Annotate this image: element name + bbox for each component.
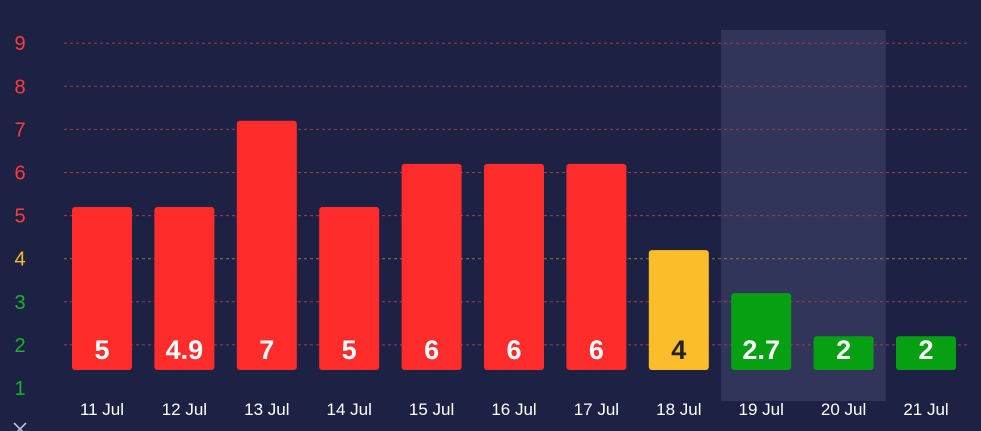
bar-value-label: 6	[424, 335, 439, 365]
x-tick-label: 13 Jul	[244, 400, 289, 419]
y-tick-label: 4	[14, 249, 25, 271]
y-tick-label: 5	[14, 206, 25, 228]
bar-value-label: 4	[671, 335, 686, 365]
bar[interactable]	[72, 206, 132, 370]
bar[interactable]	[566, 163, 627, 370]
bar-value-label: 5	[342, 335, 357, 365]
x-tick-label: 20 Jul	[821, 400, 866, 419]
x-tick-label: 19 Jul	[739, 400, 784, 419]
x-tick-label: 16 Jul	[491, 400, 536, 419]
y-tick-label: 8	[14, 76, 25, 98]
y-tick-label: 6	[14, 163, 25, 185]
x-tick-label: 14 Jul	[327, 400, 372, 419]
bar-value-label: 6	[506, 335, 521, 365]
close-icon[interactable]	[13, 422, 27, 431]
x-tick-label: 18 Jul	[656, 400, 701, 419]
bar[interactable]	[484, 163, 544, 370]
bar[interactable]	[401, 163, 462, 370]
bar-value-label: 2.7	[742, 335, 780, 365]
bar[interactable]	[813, 336, 874, 370]
y-tick-label: 1	[14, 378, 25, 400]
bar[interactable]	[896, 336, 956, 370]
y-tick-label: 2	[14, 335, 25, 357]
bar-value-label: 2	[918, 335, 933, 365]
bar-value-label: 6	[589, 335, 604, 365]
bar-value-label: 4.9	[166, 335, 204, 365]
x-tick-label: 12 Jul	[162, 400, 207, 419]
x-tick-label: 17 Jul	[574, 400, 619, 419]
bar[interactable]	[648, 250, 709, 370]
x-tick-label: 11 Jul	[80, 400, 124, 419]
bar-value-label: 2	[836, 335, 851, 365]
bar-value-label: 5	[94, 335, 109, 365]
bar[interactable]	[731, 293, 792, 370]
y-tick-label: 3	[14, 292, 25, 314]
bar-value-label: 7	[259, 335, 274, 365]
bar[interactable]	[154, 206, 215, 370]
y-tick-label: 7	[14, 119, 25, 141]
x-tick-label: 15 Jul	[409, 400, 454, 419]
bar[interactable]	[236, 120, 297, 370]
bar[interactable]	[319, 206, 380, 370]
x-tick-label: 21 Jul	[903, 400, 948, 419]
y-tick-label: 9	[14, 33, 25, 55]
